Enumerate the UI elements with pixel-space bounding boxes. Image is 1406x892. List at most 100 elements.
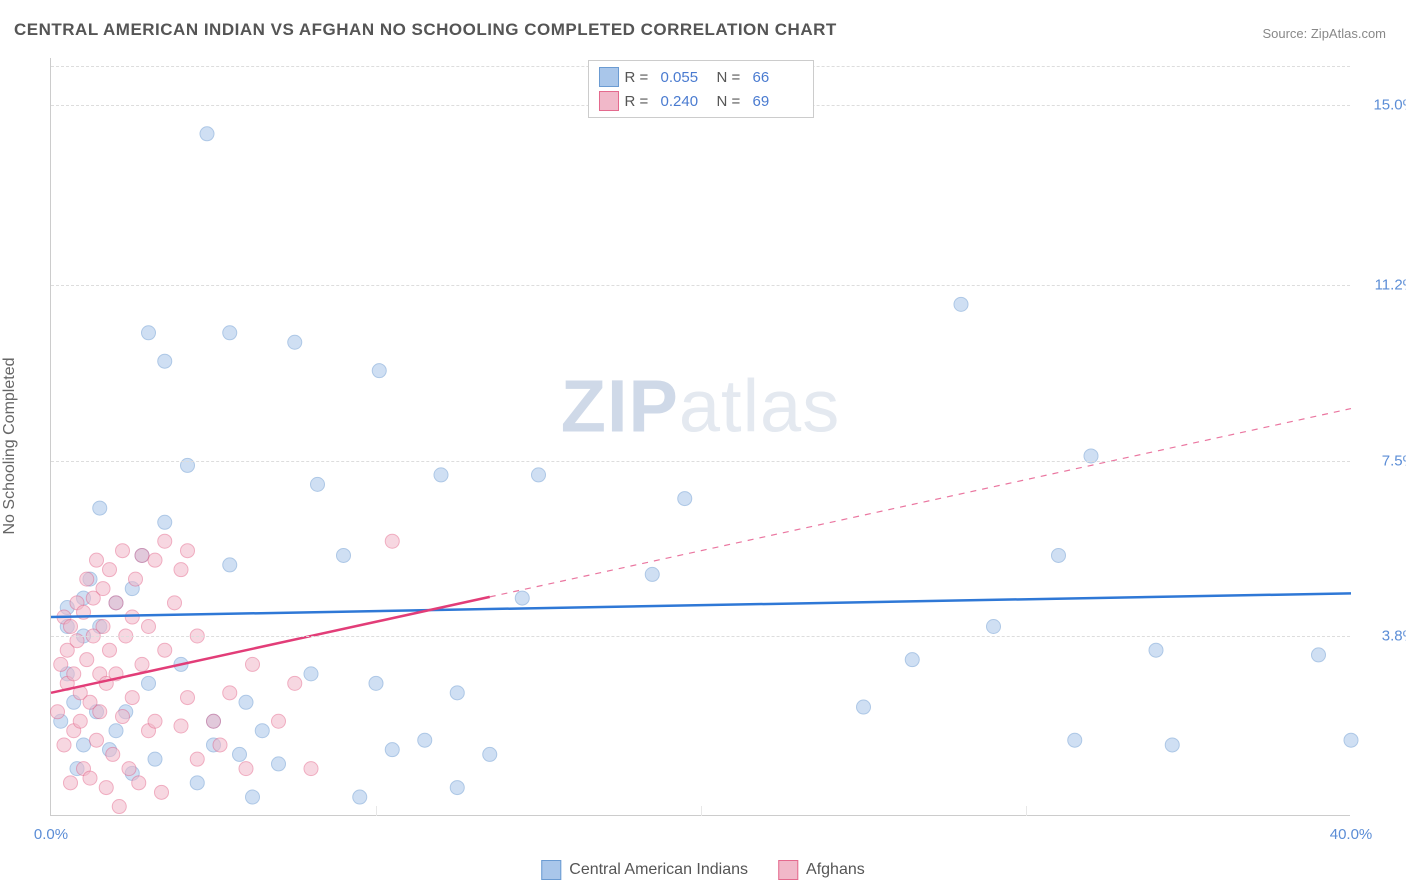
y-axis-label: No Schooling Completed bbox=[1, 358, 19, 535]
chart-title: CENTRAL AMERICAN INDIAN VS AFGHAN NO SCH… bbox=[14, 20, 837, 40]
y-tick-label: 11.2% bbox=[1356, 277, 1406, 294]
data-point-cai bbox=[450, 781, 464, 795]
data-point-afg bbox=[93, 705, 107, 719]
data-point-cai bbox=[109, 724, 123, 738]
legend-label-cai: Central American Indians bbox=[569, 861, 748, 879]
data-point-afg bbox=[213, 738, 227, 752]
data-point-cai bbox=[353, 790, 367, 804]
data-point-cai bbox=[954, 297, 968, 311]
data-point-afg bbox=[304, 762, 318, 776]
data-point-afg bbox=[83, 771, 97, 785]
data-point-cai bbox=[272, 757, 286, 771]
plot-svg bbox=[51, 58, 1351, 816]
data-point-cai bbox=[142, 326, 156, 340]
data-point-cai bbox=[385, 743, 399, 757]
data-point-afg bbox=[80, 653, 94, 667]
data-point-afg bbox=[174, 719, 188, 733]
data-point-afg bbox=[90, 733, 104, 747]
legend-row-cai: R = 0.055 N = 66 bbox=[599, 65, 803, 89]
data-point-afg bbox=[96, 582, 110, 596]
scatter-plot-area: R = 0.055 N = 66 R = 0.240 N = 69 ZIPatl… bbox=[50, 58, 1350, 816]
data-point-afg bbox=[103, 643, 117, 657]
data-point-afg bbox=[90, 553, 104, 567]
data-point-cai bbox=[1312, 648, 1326, 662]
data-point-cai bbox=[1344, 733, 1358, 747]
data-point-cai bbox=[304, 667, 318, 681]
data-point-cai bbox=[532, 468, 546, 482]
legend-label-afg: Afghans bbox=[806, 861, 865, 879]
data-point-afg bbox=[223, 686, 237, 700]
swatch-cai bbox=[541, 860, 561, 880]
data-point-afg bbox=[125, 691, 139, 705]
data-point-cai bbox=[1165, 738, 1179, 752]
data-point-afg bbox=[190, 752, 204, 766]
r-label: R = bbox=[625, 69, 655, 86]
trend-line-afg bbox=[51, 597, 490, 693]
data-point-afg bbox=[288, 676, 302, 690]
x-minor-tick bbox=[1026, 806, 1027, 816]
data-point-cai bbox=[223, 326, 237, 340]
data-point-afg bbox=[158, 643, 172, 657]
data-point-cai bbox=[233, 747, 247, 761]
data-point-cai bbox=[93, 501, 107, 515]
correlation-legend: R = 0.055 N = 66 R = 0.240 N = 69 bbox=[588, 60, 814, 118]
data-point-cai bbox=[337, 548, 351, 562]
data-point-afg bbox=[168, 596, 182, 610]
grid-line-h bbox=[51, 461, 1350, 462]
legend-row-afg: R = 0.240 N = 69 bbox=[599, 89, 803, 113]
data-point-afg bbox=[51, 705, 65, 719]
y-tick-label: 7.5% bbox=[1356, 452, 1406, 469]
data-point-cai bbox=[645, 567, 659, 581]
n-value-afg: 69 bbox=[753, 93, 803, 110]
data-point-cai bbox=[200, 127, 214, 141]
x-minor-tick bbox=[701, 806, 702, 816]
r-value-cai: 0.055 bbox=[661, 69, 711, 86]
grid-line-h bbox=[51, 636, 1350, 637]
data-point-cai bbox=[311, 477, 325, 491]
data-point-cai bbox=[148, 752, 162, 766]
data-point-afg bbox=[73, 714, 87, 728]
data-point-afg bbox=[155, 785, 169, 799]
data-point-afg bbox=[106, 747, 120, 761]
swatch-afg bbox=[778, 860, 798, 880]
data-point-afg bbox=[96, 620, 110, 634]
data-point-afg bbox=[99, 781, 113, 795]
data-point-cai bbox=[239, 695, 253, 709]
data-point-afg bbox=[385, 534, 399, 548]
y-tick-label: 3.8% bbox=[1356, 627, 1406, 644]
data-point-afg bbox=[132, 776, 146, 790]
data-point-cai bbox=[450, 686, 464, 700]
data-point-afg bbox=[142, 620, 156, 634]
series-legend: Central American Indians Afghans bbox=[541, 860, 864, 880]
swatch-afg bbox=[599, 91, 619, 111]
data-point-cai bbox=[158, 515, 172, 529]
data-point-afg bbox=[158, 534, 172, 548]
data-point-afg bbox=[239, 762, 253, 776]
data-point-cai bbox=[434, 468, 448, 482]
n-label: N = bbox=[717, 93, 747, 110]
data-point-cai bbox=[190, 776, 204, 790]
data-point-cai bbox=[288, 335, 302, 349]
data-point-cai bbox=[515, 591, 529, 605]
data-point-afg bbox=[148, 553, 162, 567]
trend-line-dashed-afg bbox=[490, 409, 1351, 597]
data-point-cai bbox=[1068, 733, 1082, 747]
data-point-cai bbox=[369, 676, 383, 690]
x-tick-label: 40.0% bbox=[1330, 826, 1373, 843]
data-point-cai bbox=[223, 558, 237, 572]
data-point-afg bbox=[207, 714, 221, 728]
data-point-afg bbox=[174, 563, 188, 577]
data-point-afg bbox=[116, 710, 130, 724]
data-point-afg bbox=[122, 762, 136, 776]
trend-line-cai bbox=[51, 593, 1351, 617]
data-point-afg bbox=[129, 572, 143, 586]
data-point-cai bbox=[142, 676, 156, 690]
grid-line-h bbox=[51, 285, 1350, 286]
data-point-afg bbox=[148, 714, 162, 728]
data-point-cai bbox=[418, 733, 432, 747]
data-point-afg bbox=[103, 563, 117, 577]
data-point-afg bbox=[125, 610, 139, 624]
legend-item-cai: Central American Indians bbox=[541, 860, 748, 880]
data-point-cai bbox=[905, 653, 919, 667]
data-point-afg bbox=[116, 544, 130, 558]
